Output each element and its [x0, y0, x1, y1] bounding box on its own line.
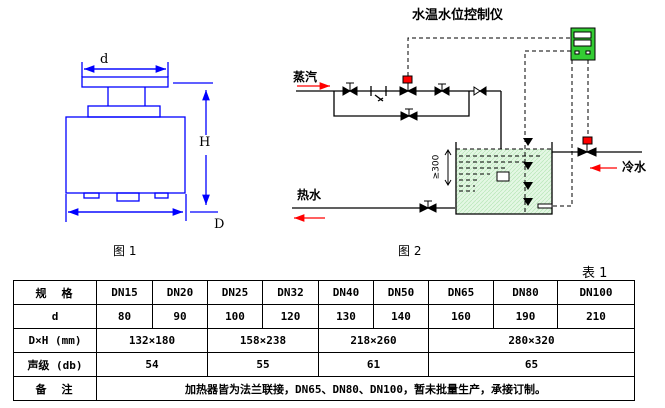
- steam-label: 蒸汽: [293, 70, 318, 84]
- cell: 120: [262, 304, 319, 329]
- cell: DN100: [557, 280, 635, 305]
- cell: 160: [428, 304, 494, 329]
- cell: DN20: [152, 280, 208, 305]
- cold-water-label: 冷水: [622, 160, 647, 174]
- controller-unit: [570, 27, 596, 61]
- table-row: 声级 (db) 54 55 61 65: [13, 352, 635, 377]
- control-valve-icon: [399, 75, 417, 96]
- cell: 132×180: [96, 328, 208, 353]
- cell: 190: [493, 304, 558, 329]
- level-probes: [523, 138, 533, 206]
- table-row: d 80 90 100 120 130 140 160 190 210: [13, 304, 635, 329]
- cell: 158×238: [207, 328, 319, 353]
- row-label: 规 格: [13, 280, 97, 305]
- row-label: D×H (mm): [13, 328, 97, 353]
- table-caption: 表 1: [582, 266, 608, 281]
- cell: DN15: [96, 280, 153, 305]
- cell: 80: [96, 304, 153, 329]
- hot-water-label: 热水: [297, 188, 322, 202]
- row-label: d: [13, 304, 97, 329]
- cell: 65: [428, 352, 635, 377]
- cell: DN25: [207, 280, 263, 305]
- dim-H-label: H: [199, 135, 211, 150]
- cell: DN65: [428, 280, 494, 305]
- figure-2-title: 水温水位控制仪: [412, 8, 504, 23]
- cell: DN50: [373, 280, 429, 305]
- dim-D-label: D: [214, 217, 225, 232]
- heater-outline: [65, 62, 218, 222]
- level-mark-label: ≥300: [431, 154, 442, 180]
- figure-1-caption: 图 1: [113, 244, 137, 258]
- cell: DN40: [318, 280, 374, 305]
- figure-2-caption: 图 2: [398, 244, 422, 258]
- dim-d-label: d: [100, 52, 109, 67]
- cell: 280×320: [428, 328, 635, 353]
- table-row: D×H (mm) 132×180 158×238 218×260 280×320: [13, 328, 635, 353]
- cell: 100: [207, 304, 263, 329]
- cell: 210: [557, 304, 635, 329]
- table-row: 规 格 DN15 DN20 DN25 DN32 DN40 DN50 DN65 D…: [13, 280, 635, 305]
- cell: 54: [96, 352, 208, 377]
- valve-icon: [342, 82, 358, 96]
- cell: 55: [207, 352, 319, 377]
- spec-table: 规 格 DN15 DN20 DN25 DN32 DN40 DN50 DN65 D…: [13, 280, 635, 401]
- control-valve-icon: [577, 136, 597, 157]
- cell: 61: [318, 352, 429, 377]
- cell: 218×260: [318, 328, 429, 353]
- cell: 90: [152, 304, 208, 329]
- remarks-cell: 加热器皆为法兰联接，DN65、DN80、DN100，暂未批量生产，承接订制。: [96, 376, 635, 401]
- valve-icon: [434, 83, 450, 96]
- cell: 130: [318, 304, 374, 329]
- control-signal-lines: [407, 37, 589, 213]
- valves: [342, 75, 597, 213]
- cell: 140: [373, 304, 429, 329]
- valve-icon: [419, 200, 437, 213]
- valve-icon: [400, 108, 418, 121]
- cell: DN80: [493, 280, 558, 305]
- table-row: 备 注 加热器皆为法兰联接，DN65、DN80、DN100，暂未批量生产，承接订…: [13, 376, 635, 401]
- row-label: 声级 (db): [13, 352, 97, 377]
- row-label: 备 注: [13, 376, 97, 401]
- flow-arrows: [294, 82, 617, 222]
- tank: [444, 142, 553, 215]
- cell: DN32: [262, 280, 319, 305]
- check-valve-icon: [473, 86, 487, 96]
